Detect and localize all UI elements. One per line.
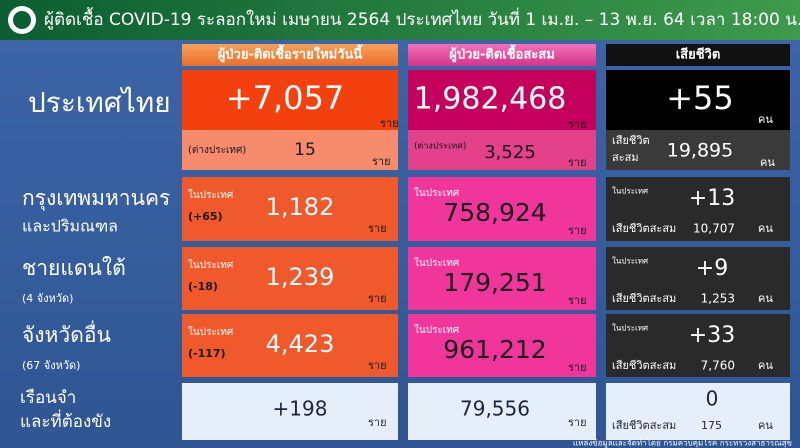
cell (408, 130, 596, 170)
row-label: กรุงเทพมหานคร (22, 186, 170, 211)
value: 1,182 (266, 193, 335, 221)
note: ในประเทศ (188, 259, 234, 271)
value: +13 (689, 186, 735, 211)
cell (182, 130, 398, 170)
cell (606, 247, 790, 310)
change: (-18) (188, 280, 218, 293)
note: ในประเทศ (612, 187, 648, 196)
column-header: เสียชีวิต (676, 47, 721, 63)
unit: ราย (568, 118, 587, 131)
row-sublabel: (67 จังหวัด) (22, 359, 80, 372)
cell (182, 383, 398, 440)
value: 175 (701, 419, 722, 432)
logo-inner (13, 11, 31, 29)
column-header: ผู้ป่วย-ติดเชื้อสะสม (449, 44, 555, 63)
column-header-box (182, 44, 398, 66)
unit: ราย (568, 361, 587, 374)
value: 1,982,468 (414, 82, 567, 117)
value: 179,251 (443, 268, 546, 297)
cell (606, 314, 790, 377)
cell (408, 314, 596, 377)
row-sublabel: และปริมณฑล (22, 217, 118, 236)
unit: ราย (568, 224, 587, 237)
unit: ราย (368, 292, 387, 305)
row-label: จังหวัดอื่น (22, 320, 111, 347)
value: 15 (294, 140, 316, 160)
note: เสียชีวิตสะสม (612, 359, 676, 372)
note: ในประเทศ (188, 189, 234, 201)
cell (408, 177, 596, 241)
row-label: และที่ต้องขัง (20, 409, 111, 432)
cell (606, 177, 790, 241)
unit: ราย (372, 155, 391, 168)
cell (606, 70, 790, 130)
note: ในประเทศ (414, 187, 460, 199)
unit: ราย (568, 156, 587, 169)
value: 3,525 (484, 142, 536, 163)
unit: ราย (368, 416, 387, 429)
unit: คน (758, 113, 773, 126)
unit: คน (758, 292, 773, 305)
note: สะสม (612, 151, 639, 164)
unit: คน (760, 156, 775, 169)
cell (408, 247, 596, 310)
cell (182, 177, 398, 241)
row-label: ชายแดนใต้ (22, 256, 126, 280)
note: ในประเทศ (612, 257, 648, 266)
header-bar (0, 0, 800, 40)
cell (182, 70, 398, 130)
value: 758,924 (443, 198, 546, 227)
value: +55 (666, 79, 734, 117)
footer: แหล่งข้อมูลและจัดทำโดย กรมควบคุมโรค กระท… (573, 438, 792, 448)
unit: คน (758, 222, 773, 235)
row-sublabel: (4 จังหวัด) (22, 292, 73, 305)
note: เสียชีวิตสะสม (612, 419, 676, 432)
unit: คน (758, 419, 773, 432)
cell (408, 70, 596, 130)
note: ในประเทศ (414, 324, 460, 336)
unit: คน (758, 359, 773, 372)
cell (408, 383, 596, 440)
change: (+65) (188, 210, 223, 223)
value: 10,707 (693, 222, 735, 236)
value: 4,423 (266, 330, 335, 358)
value: 19,895 (667, 140, 733, 162)
row-label: ประเทศไทย (28, 86, 171, 119)
column-header-box (408, 44, 596, 66)
unit: ราย (568, 294, 587, 307)
column-header: ผู้ป่วย-ติดเชื้อรายใหม่วันนี้ (218, 44, 363, 63)
cell (182, 247, 398, 310)
value: 0 (706, 387, 719, 411)
value: +7,057 (226, 79, 344, 117)
note: เสียชีวิต (612, 134, 650, 147)
row-label: เรือนจำ (20, 388, 76, 408)
cell (606, 130, 790, 170)
value: 7,760 (701, 359, 735, 373)
note: เสียชีวิตสะสม (612, 292, 676, 305)
cell (606, 383, 790, 440)
title: ผู้ติดเชื้อ COVID-19 ระลอกใหม่ เมษายน 25… (44, 7, 800, 30)
value: 1,239 (266, 263, 335, 291)
value: 1,253 (701, 292, 735, 306)
note: (ต่างประเทศ) (188, 145, 246, 156)
note: (ต่างประเทศ) (414, 142, 466, 152)
column-header-box (606, 44, 790, 66)
value: 79,556 (460, 397, 530, 421)
value: 961,212 (443, 335, 546, 364)
cell (182, 314, 398, 377)
value: +33 (689, 323, 735, 348)
note: เสียชีวิตสะสม (612, 222, 676, 235)
change: (-117) (188, 347, 226, 360)
unit: ราย (368, 222, 387, 235)
unit: ราย (380, 117, 399, 130)
note: ในประเทศ (188, 326, 234, 338)
unit: ราย (568, 416, 587, 429)
note: ในประเทศ (414, 257, 460, 269)
value: +198 (273, 397, 328, 421)
unit: ราย (368, 359, 387, 372)
note: ในประเทศ (612, 324, 648, 333)
value: +9 (696, 256, 728, 281)
